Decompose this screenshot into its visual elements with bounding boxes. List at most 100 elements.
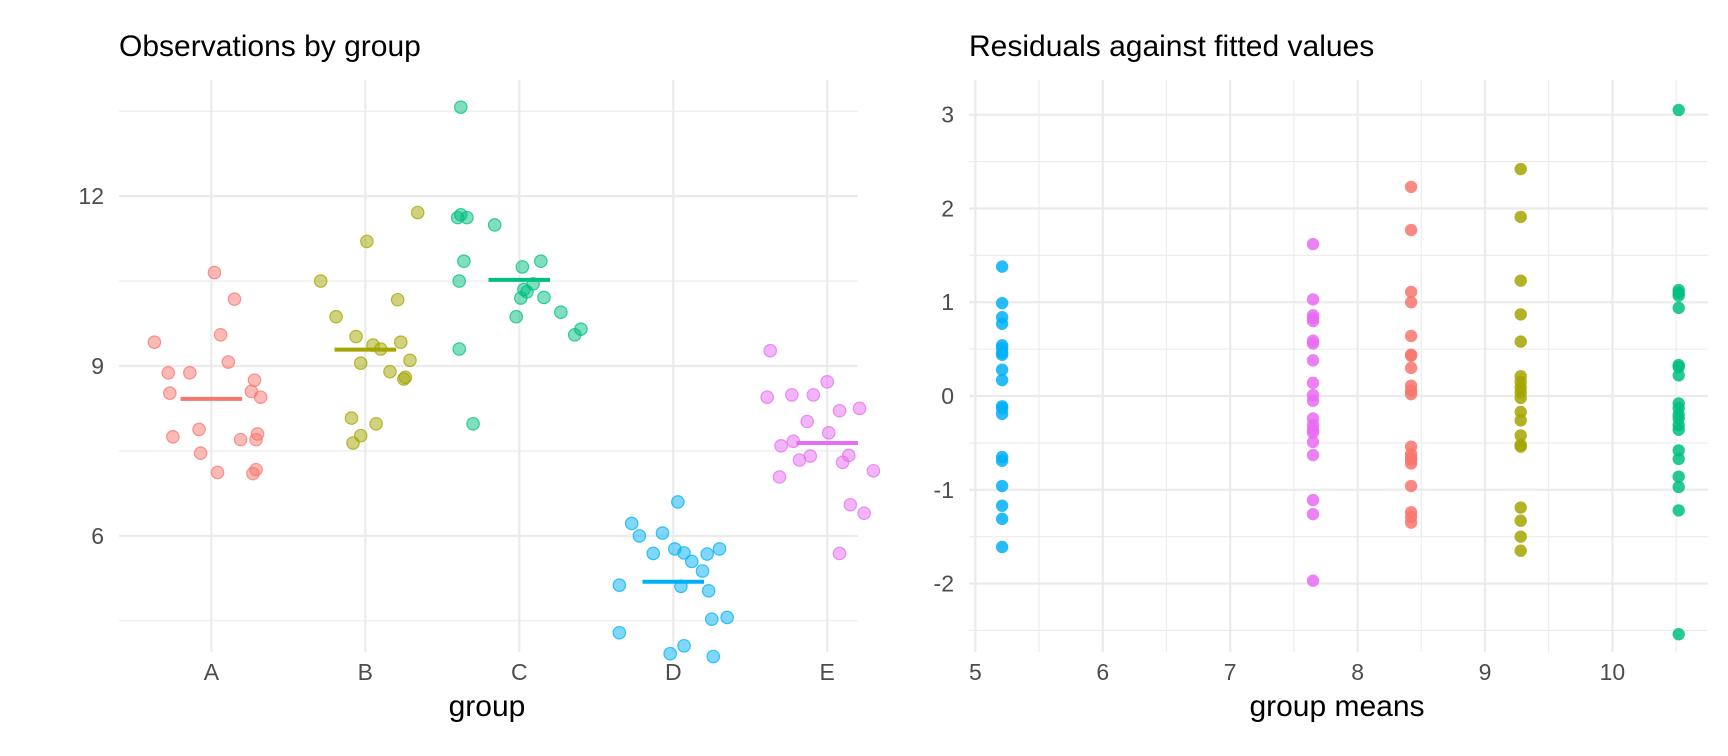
left-point-C xyxy=(460,210,474,225)
left-point-D xyxy=(720,610,734,625)
right-point-C xyxy=(1672,369,1685,382)
left-point-E xyxy=(843,497,858,512)
left-point-B xyxy=(360,234,374,249)
right-point-D xyxy=(995,499,1009,512)
left-point-A xyxy=(210,465,225,480)
left-x-tick-label: A xyxy=(204,659,220,685)
left-point-D xyxy=(701,584,716,598)
right-point-E xyxy=(1306,435,1320,449)
right-point-E xyxy=(1306,314,1320,328)
left-point-E xyxy=(760,390,774,404)
left-point-D xyxy=(612,625,627,640)
right-point-E xyxy=(1306,354,1320,367)
right-x-tick-label: 5 xyxy=(969,659,982,685)
left-y-tick-label: 12 xyxy=(78,183,104,209)
right-x-tick-label: 10 xyxy=(1600,659,1626,685)
left-point-D xyxy=(612,578,627,592)
right-point-B xyxy=(1514,429,1527,442)
left-point-B xyxy=(329,309,343,324)
left-point-C xyxy=(515,260,530,274)
left-point-E xyxy=(866,463,881,478)
right-point-E xyxy=(1306,574,1320,587)
right-x-tick-labels: 5 6 7 8 9 10 xyxy=(969,659,1625,685)
left-y-tick-label: 6 xyxy=(91,523,104,549)
right-point-B xyxy=(1514,335,1527,348)
left-point-D xyxy=(671,495,685,509)
right-point-B xyxy=(1514,210,1527,224)
left-point-A xyxy=(249,462,263,477)
left-point-C xyxy=(487,218,502,232)
right-point-C xyxy=(1672,103,1685,117)
left-point-A xyxy=(147,335,162,350)
left-point-E xyxy=(841,448,856,463)
right-point-B xyxy=(1514,274,1527,287)
left-group-means xyxy=(180,277,858,584)
left-point-D xyxy=(646,546,661,561)
left-point-C xyxy=(452,342,467,356)
right-point-A xyxy=(1404,296,1418,309)
left-point-A xyxy=(183,365,197,380)
right-point-D xyxy=(995,454,1009,467)
right-x-tick-label: 9 xyxy=(1479,659,1492,685)
right-point-D xyxy=(995,348,1009,361)
left-point-E xyxy=(763,343,778,358)
left-point-B xyxy=(410,205,425,220)
left-point-E xyxy=(820,375,835,389)
left-chart-title: Observations by group xyxy=(119,30,421,63)
right-y-tick-label: 1 xyxy=(941,289,954,315)
right-y-tick-labels: -2 -1 0 1 2 3 xyxy=(934,102,954,597)
right-point-D xyxy=(995,260,1009,273)
right-point-A xyxy=(1404,285,1418,299)
left-point-C xyxy=(537,290,551,305)
left-y-tick-label: 9 xyxy=(91,353,104,379)
left-point-E xyxy=(806,388,821,402)
right-point-D xyxy=(995,373,1009,387)
right-point-E xyxy=(1306,426,1320,439)
left-panel-observations-by-group: Observations by group 6 9 12 A B C D E group xyxy=(78,30,881,723)
right-point-D xyxy=(995,407,1009,421)
left-point-D xyxy=(684,554,699,569)
left-point-B xyxy=(313,274,328,288)
right-point-A xyxy=(1404,361,1418,375)
right-point-D xyxy=(995,317,1009,331)
left-point-D xyxy=(632,529,647,543)
right-point-C xyxy=(1672,289,1685,302)
left-point-D xyxy=(700,547,714,561)
right-point-C xyxy=(1672,301,1685,315)
right-point-E xyxy=(1306,237,1320,251)
right-y-tick-label: 3 xyxy=(941,102,954,128)
right-chart-title: Residuals against fitted values xyxy=(969,30,1374,63)
left-point-C xyxy=(457,254,471,269)
right-point-A xyxy=(1404,180,1418,194)
right-point-A xyxy=(1404,387,1418,401)
left-point-D xyxy=(677,638,691,653)
right-point-A xyxy=(1404,349,1418,362)
left-y-tick-labels: 6 9 12 xyxy=(78,183,104,549)
right-point-D xyxy=(995,540,1009,554)
left-point-A xyxy=(163,386,177,400)
left-point-C xyxy=(509,309,524,324)
right-point-A xyxy=(1404,479,1418,493)
right-point-C xyxy=(1672,480,1685,494)
left-point-C xyxy=(452,274,467,288)
right-point-E xyxy=(1306,507,1320,521)
left-point-B xyxy=(398,370,413,385)
right-point-B xyxy=(1514,514,1527,527)
right-points xyxy=(995,103,1685,641)
right-point-A xyxy=(1404,457,1418,470)
left-point-A xyxy=(161,365,176,380)
left-point-A xyxy=(250,427,265,441)
left-point-C xyxy=(534,254,548,269)
right-point-B xyxy=(1514,162,1527,176)
left-point-A xyxy=(166,429,180,444)
right-y-tick-label: 2 xyxy=(941,195,954,221)
right-point-C xyxy=(1672,423,1685,436)
left-point-B xyxy=(353,428,368,443)
left-point-E xyxy=(800,414,814,429)
left-point-B xyxy=(369,416,383,431)
right-point-C xyxy=(1672,470,1685,483)
right-point-B xyxy=(1514,530,1527,543)
left-point-D xyxy=(677,546,691,560)
left-point-A xyxy=(193,446,208,461)
left-point-A xyxy=(213,328,228,342)
